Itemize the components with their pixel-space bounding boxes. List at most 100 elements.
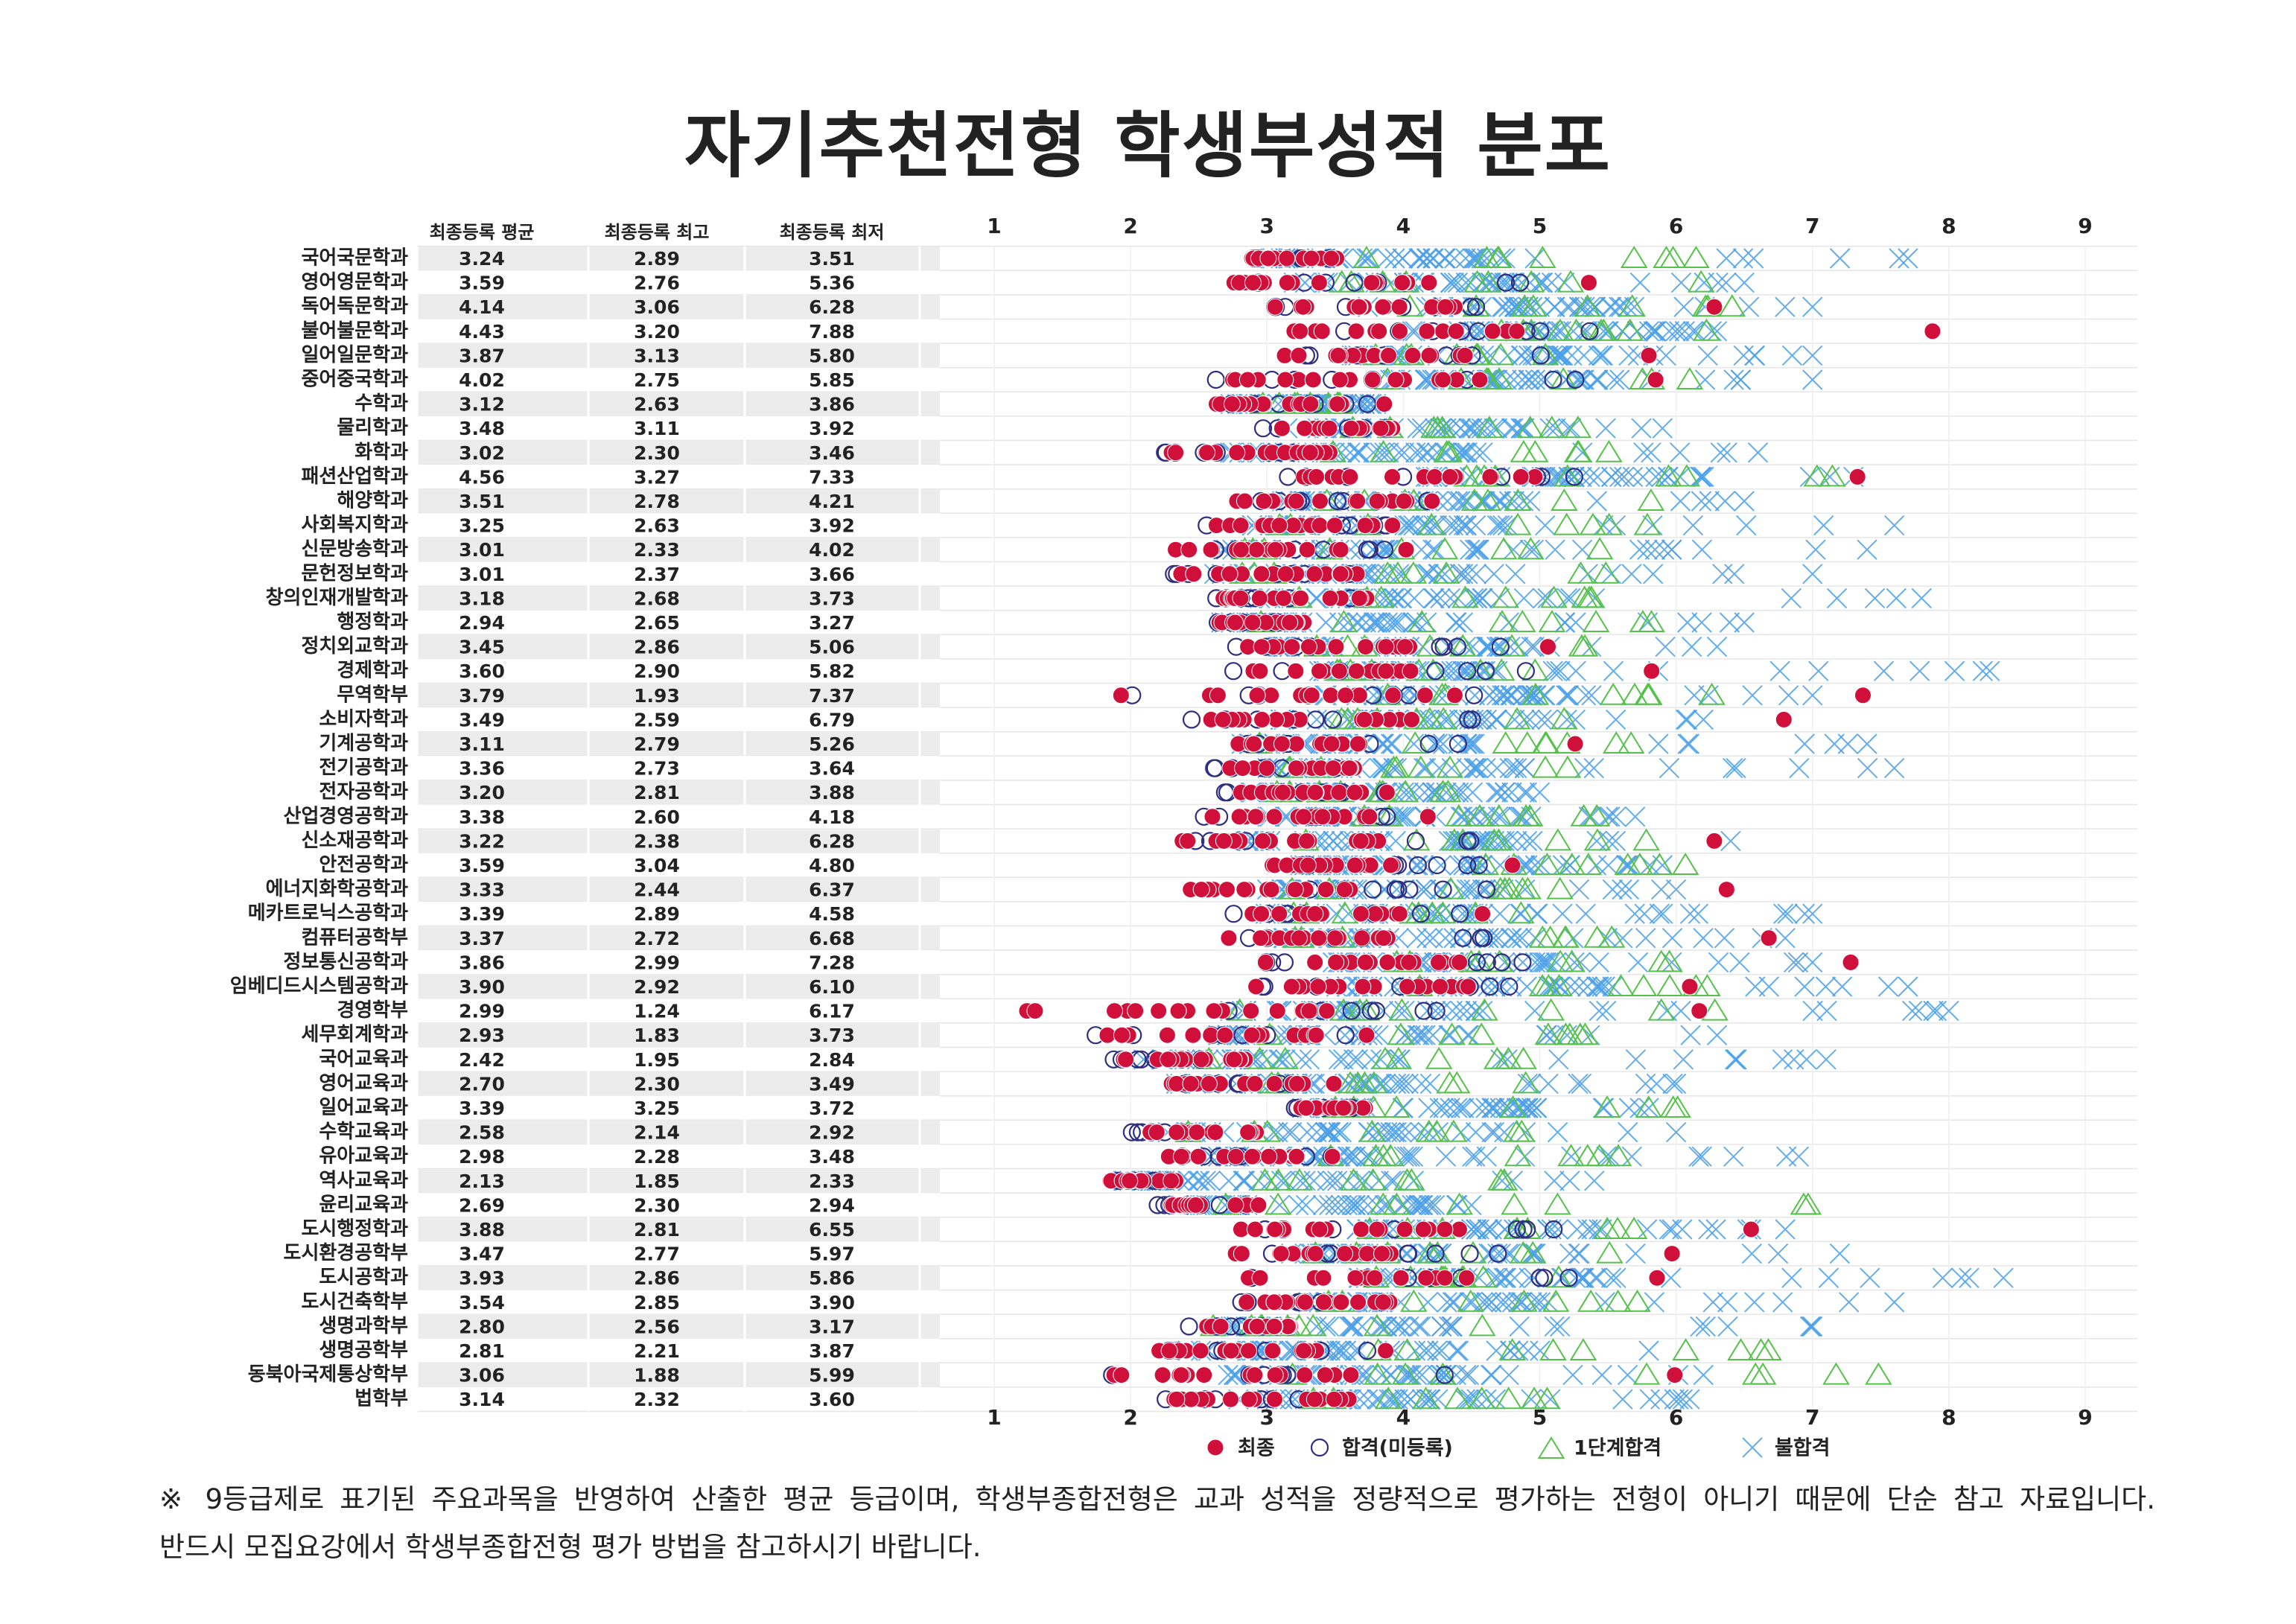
rejected-marker: [1406, 928, 1427, 949]
final-marker: [1304, 371, 1322, 389]
rejected-marker: [1513, 491, 1534, 512]
rejected-marker: [1546, 466, 1568, 488]
rejected-marker: [1796, 1049, 1817, 1070]
rejected-marker: [1480, 345, 1501, 366]
table-cell-min: 3.51: [809, 248, 855, 270]
rejected-marker: [1603, 369, 1625, 390]
rejected-marker: [1500, 636, 1521, 657]
final-marker: [1474, 905, 1492, 923]
rejected-marker: [1441, 757, 1462, 779]
final-marker: [1198, 444, 1216, 462]
rejected-marker: [1600, 296, 1621, 317]
rejected-marker: [1477, 418, 1498, 439]
rejected-marker: [1440, 587, 1461, 609]
final-marker: [1278, 274, 1296, 292]
table-row-band: [417, 829, 940, 853]
final-marker: [1248, 1317, 1266, 1335]
table-cell-min: 6.68: [809, 928, 855, 949]
first-stage-marker: [1664, 1095, 1691, 1118]
final-marker: [1358, 1245, 1376, 1263]
final-marker: [1276, 565, 1294, 583]
rejected-marker: [1451, 1098, 1472, 1118]
final-marker: [1349, 1293, 1367, 1311]
rejected-marker: [1691, 612, 1712, 633]
final-marker: [1246, 1074, 1264, 1092]
final-marker: [1296, 1366, 1314, 1384]
rejected-marker: [1481, 1121, 1502, 1143]
rejected-marker: [1688, 1146, 1709, 1167]
rejected-marker: [1477, 1219, 1498, 1240]
rejected-marker: [1808, 660, 1829, 681]
category-label: 문헌정보학과: [301, 562, 408, 585]
final-marker: [1451, 953, 1469, 971]
table-cell-max: 1.85: [634, 1171, 680, 1192]
rejected-marker: [1355, 612, 1376, 633]
table-cell-min: 5.36: [809, 273, 855, 294]
rejected-marker: [1608, 296, 1629, 317]
rejected-marker: [1463, 757, 1484, 779]
final-marker: [1247, 808, 1265, 826]
rejected-marker: [1486, 709, 1508, 730]
rejected-marker: [1714, 491, 1736, 512]
rejected-marker: [1403, 733, 1425, 754]
table-row-band: [417, 707, 940, 732]
admitted-marker: [1414, 1002, 1433, 1020]
table-row-band: [417, 999, 940, 1023]
rejected-marker: [1411, 1073, 1432, 1095]
table-row-band: [417, 1363, 940, 1387]
rejected-marker: [1341, 1146, 1362, 1167]
final-marker: [1320, 419, 1338, 437]
final-marker: [1168, 1124, 1186, 1141]
category-label: 독어독문학과: [301, 296, 408, 318]
rejected-marker: [1331, 830, 1352, 852]
rejected-marker: [1609, 369, 1630, 390]
final-marker: [1390, 298, 1408, 316]
final-marker: [1268, 1002, 1286, 1020]
category-label: 전자공학과: [319, 781, 408, 803]
final-marker: [1643, 662, 1661, 680]
table-row-band: [417, 465, 940, 489]
final-marker: [1512, 468, 1530, 485]
final-marker: [1842, 953, 1860, 971]
table-cell-avg: 3.01: [459, 539, 505, 561]
rejected-marker: [1706, 1025, 1728, 1045]
table-cell-max: 2.72: [634, 928, 680, 949]
final-marker: [1238, 371, 1256, 389]
rejected-marker: [1829, 248, 1851, 269]
final-marker: [1323, 249, 1341, 267]
rejected-marker: [1338, 1171, 1358, 1191]
category-label: 기계공학과: [319, 733, 408, 755]
rejected-marker: [1472, 491, 1493, 512]
table-cell-avg: 3.22: [459, 830, 505, 852]
category-label: 경제학과: [337, 660, 408, 682]
rejected-marker: [1788, 1146, 1810, 1167]
final-marker: [1321, 589, 1339, 607]
rejected-marker: [1775, 928, 1796, 949]
rejected-marker: [1635, 1073, 1656, 1095]
rejected-marker: [1801, 1316, 1822, 1337]
rejected-marker: [1234, 1171, 1256, 1191]
final-marker: [1640, 346, 1658, 364]
rejected-marker: [1742, 685, 1763, 706]
rejected-marker: [1519, 709, 1540, 730]
rejected-marker: [1566, 1219, 1588, 1240]
rejected-marker: [1674, 321, 1695, 342]
rejected-marker: [1514, 757, 1535, 779]
final-marker: [1647, 371, 1664, 389]
final-marker: [1288, 1147, 1306, 1165]
rejected-marker: [1577, 1219, 1598, 1240]
table-cell-max: 2.81: [634, 1219, 680, 1241]
rejected-marker: [1724, 564, 1745, 585]
rejected-marker: [1478, 272, 1499, 293]
final-marker: [1504, 856, 1521, 874]
final-marker: [1264, 1342, 1282, 1360]
final-marker: [1290, 929, 1308, 947]
rejected-marker: [1422, 782, 1443, 803]
table-row-band: [417, 1120, 940, 1144]
rejected-marker: [1600, 296, 1622, 317]
table-cell-min: 3.73: [809, 587, 855, 609]
final-marker: [1180, 541, 1198, 558]
table-row-band: [417, 901, 940, 926]
final-marker: [1364, 371, 1381, 389]
rejected-marker: [1745, 976, 1766, 997]
